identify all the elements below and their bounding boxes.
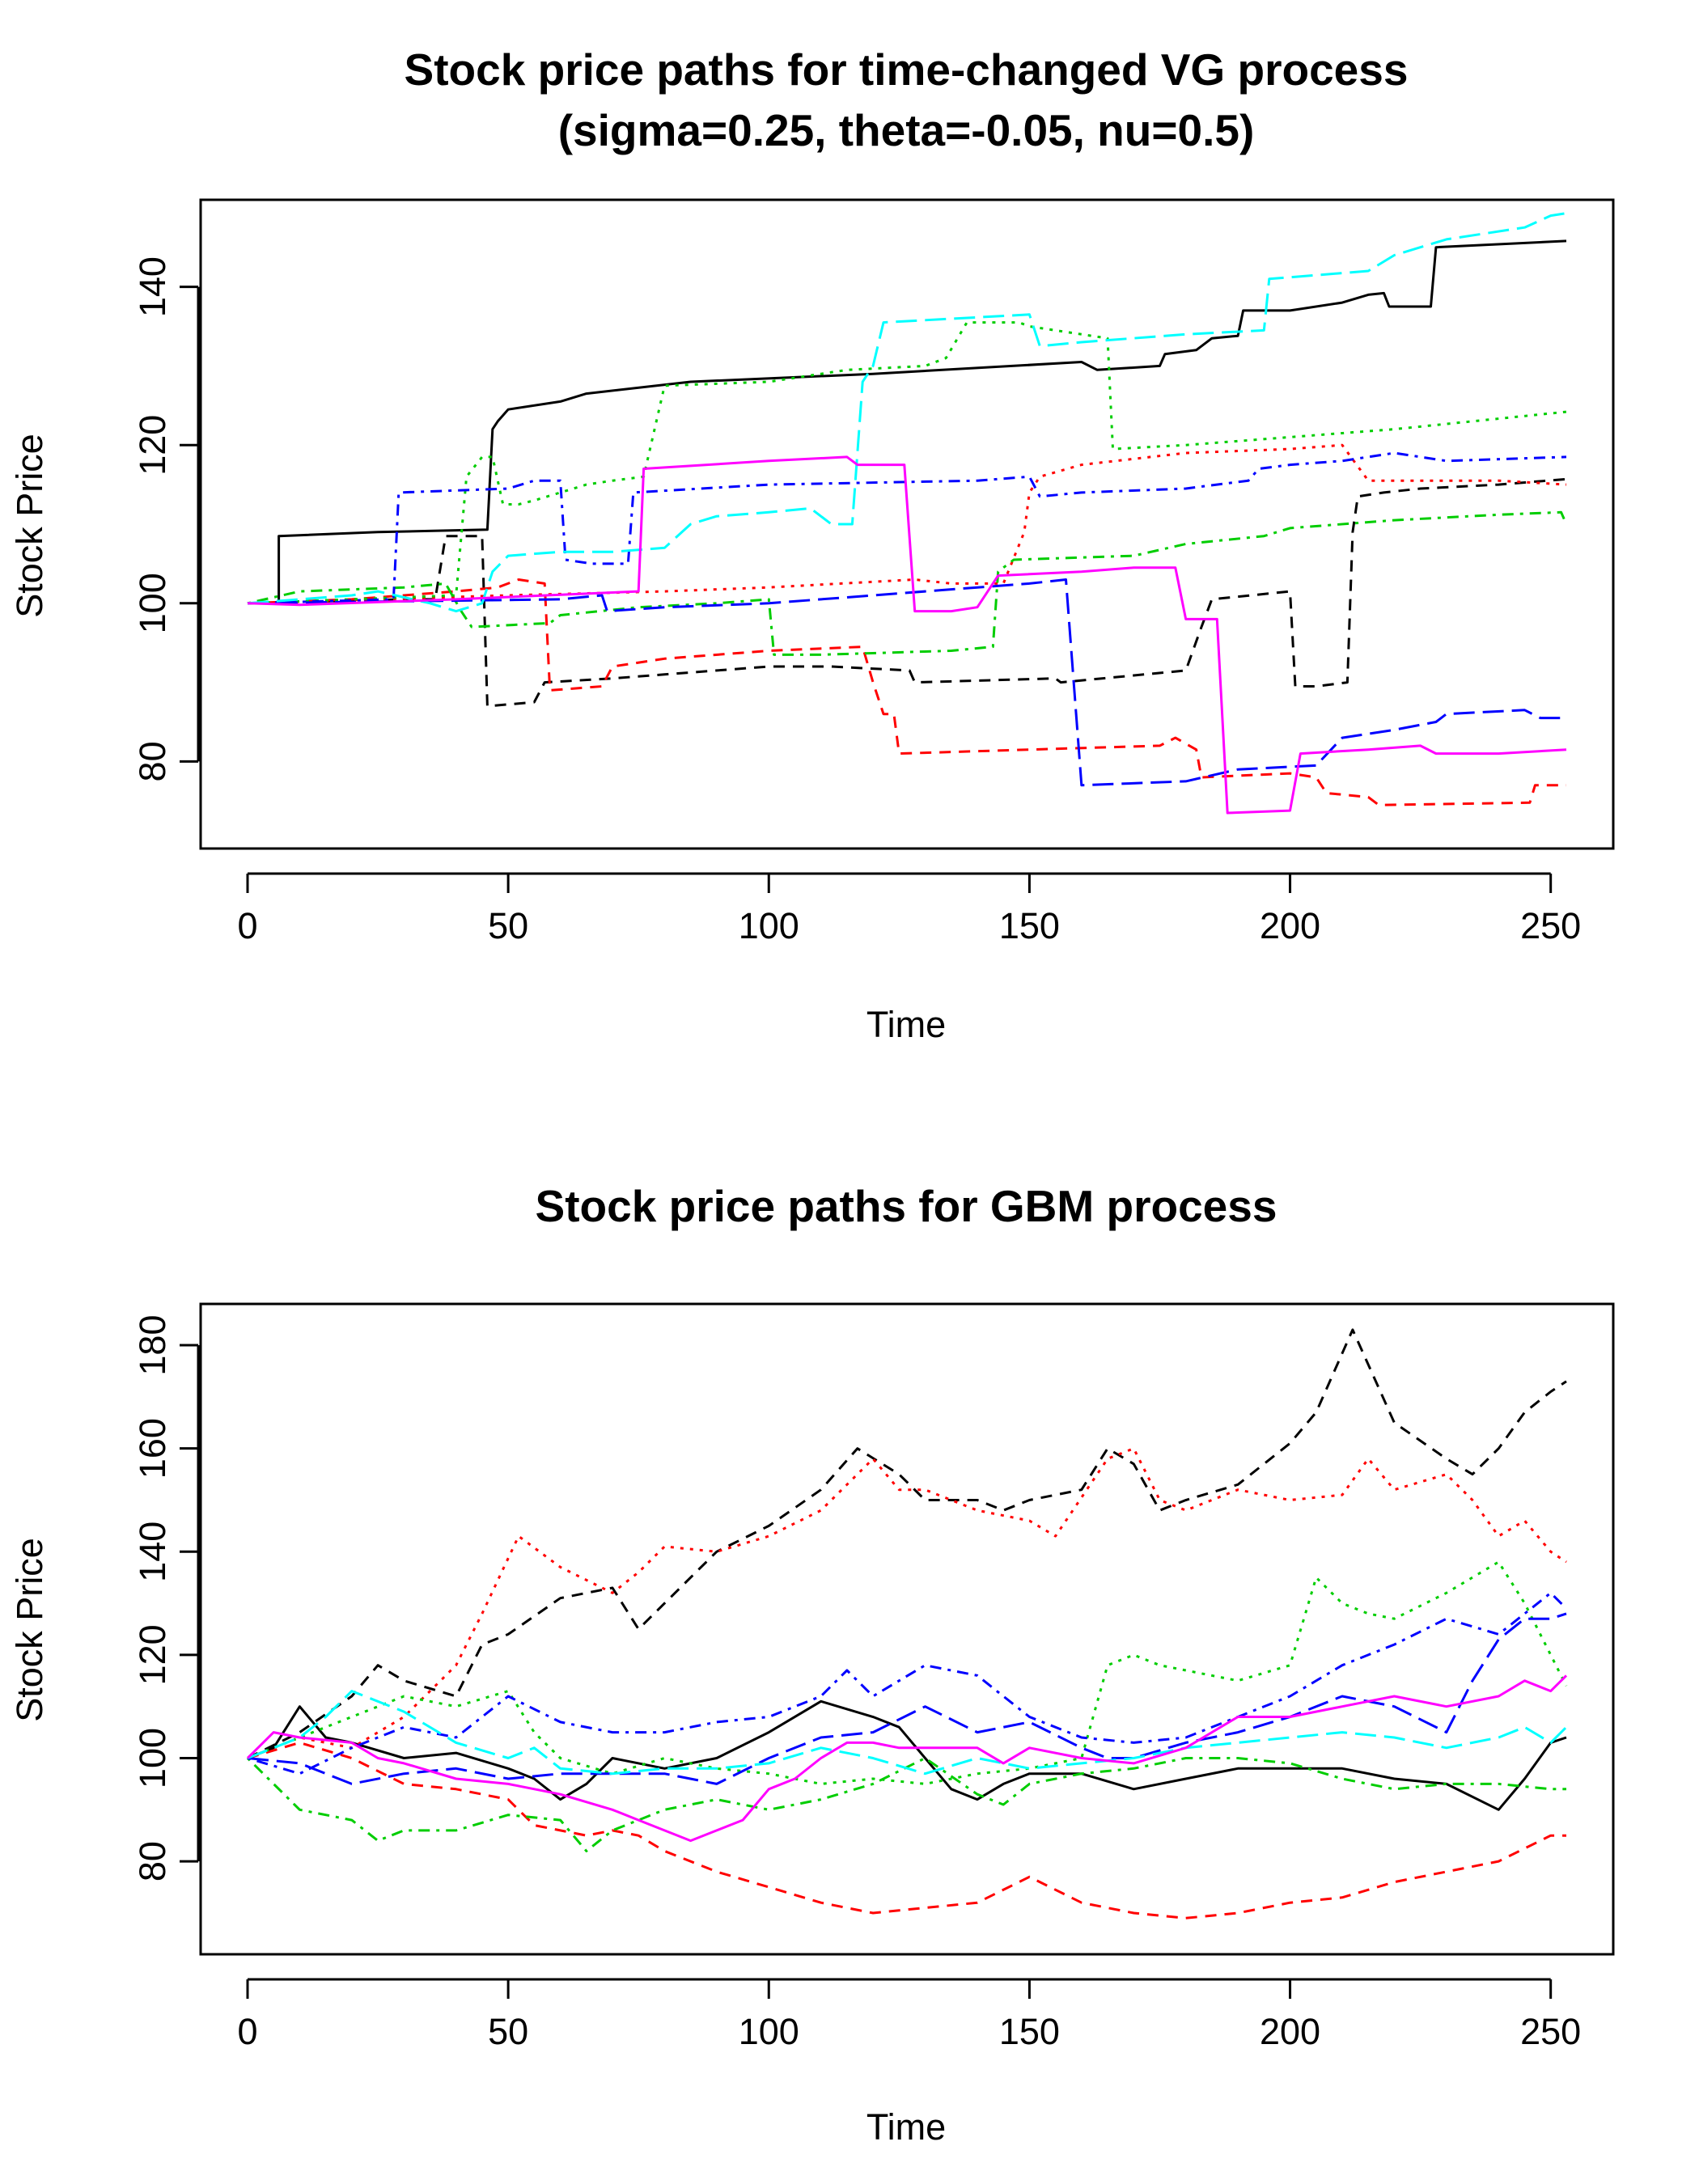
gbm-path-10 xyxy=(246,1674,1568,1843)
gbm-y-tick-label: 80 xyxy=(132,1841,173,1881)
vg-y-tick-label: 120 xyxy=(132,415,173,476)
vg-x-tick-label: 200 xyxy=(1260,905,1320,946)
vg-x-axis-label: Time xyxy=(866,1004,946,1045)
vg-x-tick-label: 50 xyxy=(488,905,528,946)
vg-x-tick-label: 0 xyxy=(237,905,257,946)
vg-x-tick-label: 100 xyxy=(739,905,799,946)
vg-path-7 xyxy=(247,451,1567,605)
gbm-y-tick-label: 120 xyxy=(132,1624,173,1685)
gbm-y-tick-label: 100 xyxy=(132,1728,173,1788)
gbm-path-9 xyxy=(247,1690,1568,1776)
gbm-path-8 xyxy=(247,1612,1567,1785)
gbm-path-2 xyxy=(247,1328,1567,1759)
gbm-y-tick-label: 140 xyxy=(132,1522,173,1582)
vg-plot-frame xyxy=(199,198,1615,850)
vg-y-axis-label: Stock Price xyxy=(9,434,50,618)
gbm-y-tick-label: 160 xyxy=(132,1418,173,1479)
gbm-x-axis: 0 50 100 150 200 250 xyxy=(237,1978,1581,2052)
vg-path-4 xyxy=(247,443,1567,605)
gbm-plot-frame xyxy=(199,1302,1615,1956)
vg-x-axis: 0 50 100 150 200 250 xyxy=(237,872,1581,946)
vg-path-5 xyxy=(247,321,1567,605)
gbm-x-tick-label: 100 xyxy=(739,2011,799,2052)
vg-path-9 xyxy=(247,212,1567,613)
vg-y-tick-label: 100 xyxy=(132,573,173,633)
gbm-path-3 xyxy=(247,1741,1566,1919)
gbm-y-axis-label: Stock Price xyxy=(9,1538,50,1722)
gbm-x-tick-label: 150 xyxy=(999,2011,1060,2052)
vg-path-8 xyxy=(247,578,1566,787)
gbm-chart-title: Stock price paths for GBM process xyxy=(536,1181,1277,1231)
vg-y-tick-label: 140 xyxy=(132,256,173,317)
vg-path-3 xyxy=(247,578,1566,806)
vg-chart-title: Stock price paths for time-changed VG pr… xyxy=(405,44,1409,95)
gbm-x-axis-label: Time xyxy=(866,2106,946,2148)
gbm-y-axis: 80 100 120 140 160 180 xyxy=(132,1315,200,1881)
gbm-chart: Stock price paths for GBM process 80 100 1… xyxy=(9,1181,1615,2148)
vg-x-tick-label: 150 xyxy=(999,905,1060,946)
vg-y-tick-label: 80 xyxy=(132,741,173,781)
gbm-x-tick-label: 50 xyxy=(488,2011,528,2052)
gbm-x-tick-label: 250 xyxy=(1520,2011,1581,2052)
gbm-paths xyxy=(246,1328,1568,1919)
vg-path-1 xyxy=(248,239,1567,605)
vg-path-10 xyxy=(247,455,1567,815)
gbm-x-tick-label: 0 xyxy=(237,2011,257,2052)
gbm-path-6 xyxy=(246,1757,1566,1852)
vg-paths xyxy=(247,212,1568,815)
gbm-y-tick-label: 180 xyxy=(132,1315,173,1376)
gbm-path-1 xyxy=(247,1699,1567,1811)
gbm-x-tick-label: 200 xyxy=(1260,2011,1320,2052)
vg-path-6 xyxy=(247,510,1568,656)
vg-chart-subtitle: (sigma=0.25, theta=-0.05, nu=0.5) xyxy=(558,105,1255,155)
vg-x-tick-label: 250 xyxy=(1520,905,1581,946)
gbm-path-5 xyxy=(247,1560,1568,1785)
vg-path-2 xyxy=(247,477,1567,708)
gbm-path-7 xyxy=(247,1591,1568,1776)
vg-y-axis: 80 100 120 140 xyxy=(132,256,200,781)
vg-chart: Stock price paths for time-changed VG pr… xyxy=(9,44,1615,1045)
